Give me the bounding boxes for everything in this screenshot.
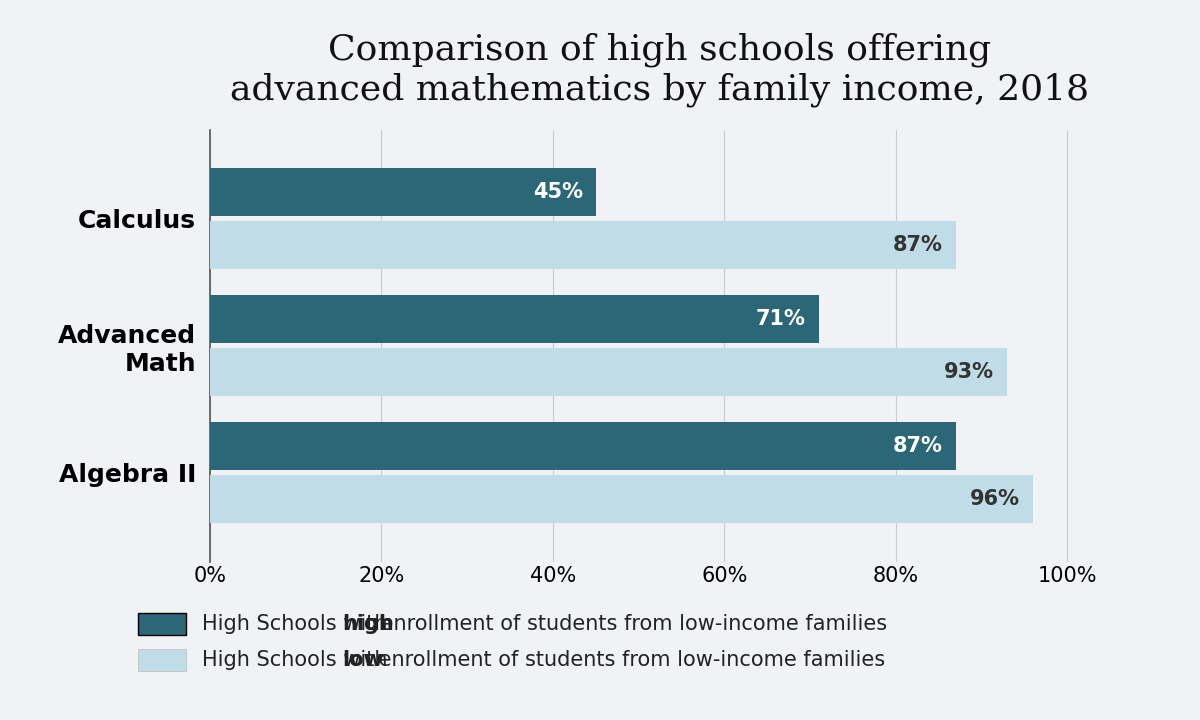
Text: high: high [343,614,395,634]
Text: High Schools with: High Schools with [202,614,394,634]
Text: 71%: 71% [756,309,805,329]
Bar [210,168,595,216]
Text: 45%: 45% [533,182,583,202]
Bar [210,294,818,343]
Text: 87%: 87% [893,235,943,255]
Text: High Schools with: High Schools with [202,650,394,670]
Bar [210,221,955,269]
Text: enrollment of students from low-income families: enrollment of students from low-income f… [372,650,886,670]
Text: enrollment of students from low-income families: enrollment of students from low-income f… [374,614,888,634]
Bar [210,348,1007,397]
Text: 93%: 93% [944,362,995,382]
Bar [210,422,955,470]
Text: 87%: 87% [893,436,943,456]
Text: low: low [343,650,383,670]
Bar [210,475,1033,523]
Title: Comparison of high schools offering
advanced mathematics by family income, 2018: Comparison of high schools offering adva… [230,32,1090,107]
Text: 96%: 96% [970,490,1020,509]
